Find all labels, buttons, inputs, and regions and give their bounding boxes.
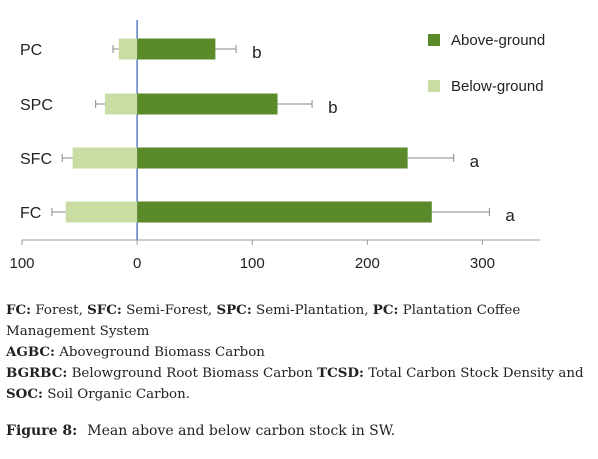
abbr-text-fc: Forest, xyxy=(31,303,88,318)
abbr-key-fc: FC: xyxy=(6,302,32,318)
soc-key: SOC: xyxy=(6,386,43,402)
bar xyxy=(137,147,408,169)
tcsd-key: TCSD: xyxy=(317,365,364,381)
significance-label: b xyxy=(252,43,261,62)
abbr-text-pc: Plantation Coffee Management System xyxy=(6,303,521,339)
chart-legend: Above-ground Below-ground xyxy=(428,32,545,95)
x-tick-label: 100 xyxy=(240,255,265,272)
agbc-line: AGBC: Aboveground Biomass Carbon xyxy=(6,342,592,363)
legend-swatch xyxy=(428,34,440,46)
agbc-key: AGBC: xyxy=(6,344,55,360)
abbr-key-spc: SPC: xyxy=(216,302,252,318)
bar xyxy=(72,147,138,169)
significance-label: a xyxy=(470,152,480,171)
soc-text: Soil Organic Carbon. xyxy=(42,387,190,402)
bar xyxy=(137,38,216,60)
bar xyxy=(65,201,138,223)
agbc-text: Aboveground Biomass Carbon xyxy=(55,345,265,360)
bar xyxy=(104,93,138,115)
x-tick-label: 200 xyxy=(355,255,380,272)
x-tick-label: 100 xyxy=(9,255,34,272)
x-tick-label: 300 xyxy=(470,255,495,272)
category-label: SPC xyxy=(20,97,53,114)
bar xyxy=(137,93,278,115)
tcsd-text: Total Carbon Stock Density and xyxy=(363,366,584,381)
abbreviation-line: FC: Forest, SFC: Semi-Forest, SPC: Semi-… xyxy=(6,300,592,342)
abbr-key-sfc: SFC: xyxy=(87,302,122,318)
figure-label: Figure 8: xyxy=(6,423,78,439)
x-tick-label: 0 xyxy=(133,255,141,272)
figure-caption-text: Mean above and below carbon stock in SW. xyxy=(87,423,396,439)
bar xyxy=(137,201,432,223)
abbr-text-sfc: Semi-Forest, xyxy=(121,303,217,318)
legend-swatch xyxy=(428,80,440,92)
chart-labels: 100 0 100 200 300 PC b SPC b SFC a FC a xyxy=(9,42,515,272)
significance-label: a xyxy=(505,206,515,225)
significance-label: b xyxy=(328,98,337,117)
abbr-key-pc: PC: xyxy=(372,302,399,318)
legend-label: Below-ground xyxy=(451,78,544,95)
abbr-text-spc: Semi-Plantation, xyxy=(251,303,373,318)
bar-chart: 100 0 100 200 300 PC b SPC b SFC a FC a Above-ground… xyxy=(9,20,545,272)
bgrbc-text: Belowground Root Biomass Carbon xyxy=(67,366,318,381)
bgrbc-key: BGRBC: xyxy=(6,365,68,381)
abbreviation-notes: FC: Forest, SFC: Semi-Forest, SPC: Semi-… xyxy=(6,300,592,405)
category-label: PC xyxy=(20,42,42,59)
chart-bars xyxy=(51,38,490,223)
legend-label: Above-ground xyxy=(451,32,545,49)
category-label: SFC xyxy=(20,151,52,168)
figure-caption: Figure 8: Mean above and below carbon sto… xyxy=(6,423,592,439)
bar xyxy=(118,38,138,60)
bgrbc-line: BGRBC: Belowground Root Biomass Carbon T… xyxy=(6,363,592,405)
category-label: FC xyxy=(20,205,41,222)
